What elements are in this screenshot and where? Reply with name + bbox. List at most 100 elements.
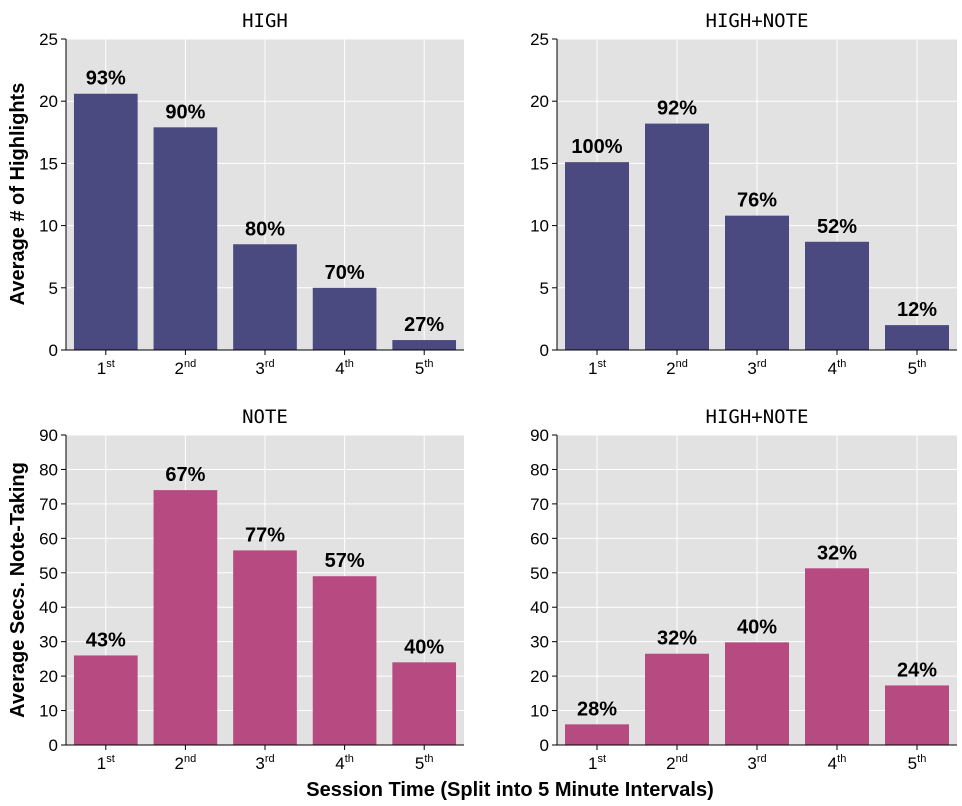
data-label: 12% [897, 299, 937, 321]
bar [153, 127, 218, 350]
x-tick-label: 1st [588, 753, 606, 773]
bar [885, 325, 949, 350]
data-label: 67% [165, 464, 205, 486]
y-tick-label: 10 [39, 217, 58, 236]
data-label: 77% [245, 524, 285, 546]
x-tick-label: 5th [908, 358, 927, 378]
bar [392, 662, 457, 745]
bar [565, 724, 629, 745]
x-tick-label: 2nd [175, 358, 197, 378]
bar [645, 653, 709, 745]
panel-title: HIGH+NOTE [706, 406, 809, 428]
y-tick-label: 25 [530, 30, 549, 49]
x-tick-label: 4th [828, 753, 847, 773]
x-tick-label: 5th [415, 358, 434, 378]
data-label: 43% [86, 629, 126, 651]
y-tick-label: 50 [530, 564, 549, 583]
panel-title: HIGH [242, 10, 288, 32]
panel-title: NOTE [242, 406, 288, 428]
data-label: 40% [737, 616, 777, 638]
y-tick-label: 80 [39, 460, 58, 479]
y-tick-label: 40 [39, 598, 58, 617]
data-label: 57% [325, 550, 365, 572]
bar [565, 162, 629, 350]
y-tick-label: 5 [540, 279, 549, 298]
bar [805, 241, 869, 350]
data-label: 92% [657, 98, 697, 120]
data-label: 27% [404, 314, 444, 336]
x-tick-label: 4th [828, 358, 847, 378]
y-tick-label: 60 [530, 529, 549, 548]
x-tick-label: 5th [415, 753, 434, 773]
bar [312, 576, 377, 745]
y-tick-label: 15 [39, 154, 58, 173]
bar [645, 123, 709, 350]
y-tick-label: 0 [49, 341, 58, 360]
y-tick-label: 0 [540, 736, 549, 755]
y-tick-label: 30 [39, 633, 58, 652]
y-tick-label: 0 [49, 736, 58, 755]
y-tick-label: 30 [530, 633, 549, 652]
y-tick-label: 20 [39, 92, 58, 111]
x-axis-label: Session Time (Split into 5 Minute Interv… [306, 779, 713, 801]
bar [805, 568, 869, 745]
data-label: 28% [577, 698, 617, 720]
x-tick-label: 3rd [255, 358, 274, 378]
bar [153, 490, 218, 745]
x-tick-label: 4th [335, 358, 354, 378]
x-tick-label: 3rd [747, 753, 766, 773]
data-label: 32% [817, 542, 857, 564]
data-label: 90% [165, 101, 205, 123]
y-tick-label: 10 [530, 217, 549, 236]
y-tick-label: 70 [39, 495, 58, 514]
y-tick-label: 70 [530, 495, 549, 514]
y-tick-label: 50 [39, 564, 58, 583]
y-tick-label: 15 [530, 154, 549, 173]
panel-high-note-top: 100% 92% 76% 52% 12% 0 5 10 15 20 25 1st 2nd 3rd 4th 5t… [530, 10, 957, 378]
y-tick-label: 0 [540, 341, 549, 360]
data-label: 70% [325, 262, 365, 284]
x-tick-label: 2nd [666, 753, 688, 773]
x-tick-label: 4th [335, 753, 354, 773]
data-label: 40% [404, 636, 444, 658]
y-tick-label: 10 [39, 702, 58, 721]
data-label: 100% [571, 136, 622, 158]
y-tick-label: 20 [530, 667, 549, 686]
panel-high-note-bottom: 28% 32% 40% 32% 24% 0 10 20 30 40 50 60 70 80 90 1st 2nd… [530, 406, 957, 773]
x-tick-label: 2nd [175, 753, 197, 773]
data-label: 52% [817, 216, 857, 238]
bar [725, 215, 789, 350]
y-tick-label: 80 [530, 460, 549, 479]
x-tick-label: 5th [908, 753, 927, 773]
panel-high: 93% 90% 80% 70% 27% 0 5 10 15 20 25 1st 2nd 3rd 4th 5th… [39, 10, 464, 378]
y-axis-label-top: Average # of Highlights [7, 83, 29, 306]
bar [233, 244, 297, 350]
x-tick-label: 3rd [747, 358, 766, 378]
x-tick-label: 1st [97, 753, 115, 773]
y-tick-label: 10 [530, 702, 549, 721]
data-label: 24% [897, 659, 937, 681]
y-tick-label: 20 [39, 667, 58, 686]
x-tick-label: 3rd [255, 753, 274, 773]
x-tick-label: 2nd [666, 358, 688, 378]
bar [73, 655, 138, 745]
bar [73, 93, 138, 351]
y-tick-label: 25 [39, 30, 58, 49]
bar [885, 685, 949, 745]
y-tick-label: 40 [530, 598, 549, 617]
bar [392, 340, 457, 350]
data-label: 80% [245, 218, 285, 240]
y-axis-label-bottom: Average Secs. Note-Taking [7, 462, 29, 718]
x-tick-label: 1st [588, 358, 606, 378]
y-tick-label: 90 [39, 426, 58, 445]
y-tick-label: 90 [530, 426, 549, 445]
data-label: 32% [657, 628, 697, 650]
data-label: 76% [737, 190, 777, 212]
bar [725, 642, 789, 745]
x-tick-label: 1st [97, 358, 115, 378]
y-tick-label: 60 [39, 529, 58, 548]
y-tick-label: 5 [49, 279, 58, 298]
data-label: 93% [86, 68, 126, 90]
panel-title: HIGH+NOTE [706, 10, 809, 32]
